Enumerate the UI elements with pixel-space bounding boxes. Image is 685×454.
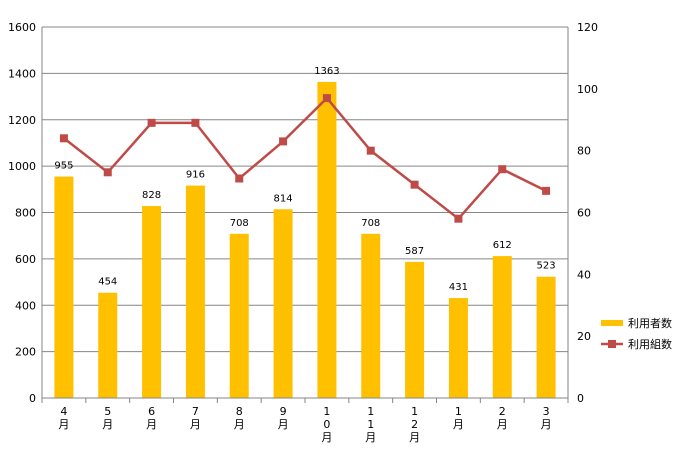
line-marker <box>103 168 112 177</box>
bar <box>448 298 468 398</box>
bar <box>98 292 118 398</box>
data-labels: 955 454 828 916 708 814 1363 708 587 431 612 523 <box>54 66 555 293</box>
y-left-tick-label: 1600 <box>8 21 36 34</box>
bar <box>317 81 337 398</box>
y-left-tick-label: 1400 <box>8 67 36 80</box>
bar <box>492 256 512 398</box>
bar <box>142 206 162 398</box>
bar <box>185 185 205 398</box>
y-right-tick-label: 80 <box>577 145 591 158</box>
legend-marker-line <box>608 340 616 348</box>
y-right-tick-label: 100 <box>577 83 598 96</box>
legend-label-bar: 利用者数 <box>628 317 672 330</box>
bar <box>536 276 556 398</box>
bar-data-label: 523 <box>537 261 556 272</box>
y-right-tick-label: 120 <box>577 21 598 34</box>
bar-series-users <box>54 81 556 398</box>
axes: 0 200 400 600 800 1000 1200 1400 1600 0 20 40 60 80 10… <box>8 21 598 444</box>
y-left-tick-label: 800 <box>15 207 36 220</box>
y-left-tick-label: 1200 <box>8 114 36 127</box>
bar-data-label: 955 <box>54 161 73 172</box>
bar-data-label: 587 <box>405 246 424 257</box>
legend-swatch-bar <box>601 320 623 326</box>
line-path <box>63 96 547 221</box>
bar-data-label: 708 <box>361 218 380 229</box>
bar-data-label: 708 <box>230 218 249 229</box>
line-series-groups <box>59 94 551 223</box>
line-marker <box>191 118 200 127</box>
y-right-tick-label: 20 <box>577 330 591 343</box>
y-right-tick-label: 60 <box>577 207 591 220</box>
line-marker <box>147 118 156 127</box>
legend-label-line: 利用組数 <box>628 338 672 351</box>
y-right-tick-label: 40 <box>577 268 591 281</box>
bar-data-label: 454 <box>98 277 117 288</box>
line-marker <box>498 165 507 174</box>
y-right-tick-label: 0 <box>577 392 584 405</box>
y-left-tick-label: 400 <box>15 299 36 312</box>
bar <box>273 209 293 398</box>
bar <box>54 176 74 398</box>
line-marker <box>235 174 244 183</box>
line-marker <box>454 214 463 223</box>
line-marker <box>59 134 68 143</box>
bar-data-label: 612 <box>493 240 512 251</box>
y-left-tick-label: 200 <box>15 346 36 359</box>
bar-data-label: 916 <box>186 170 205 181</box>
bar <box>405 261 425 398</box>
y-left-tick-label: 1000 <box>8 160 36 173</box>
line-marker <box>410 180 419 189</box>
y-left-tick-label: 600 <box>15 253 36 266</box>
bar-data-label: 814 <box>274 193 293 204</box>
line-marker <box>366 146 375 155</box>
line-marker <box>322 94 331 103</box>
y-left-tick-label: 0 <box>29 392 36 405</box>
bar-data-label: 431 <box>449 282 468 293</box>
bar <box>229 233 249 398</box>
bar <box>361 233 381 398</box>
line-marker <box>542 186 551 195</box>
bar-data-label: 1363 <box>314 66 339 77</box>
gridlines <box>42 26 568 353</box>
bar-data-label: 828 <box>142 190 161 201</box>
line-marker <box>279 137 288 146</box>
